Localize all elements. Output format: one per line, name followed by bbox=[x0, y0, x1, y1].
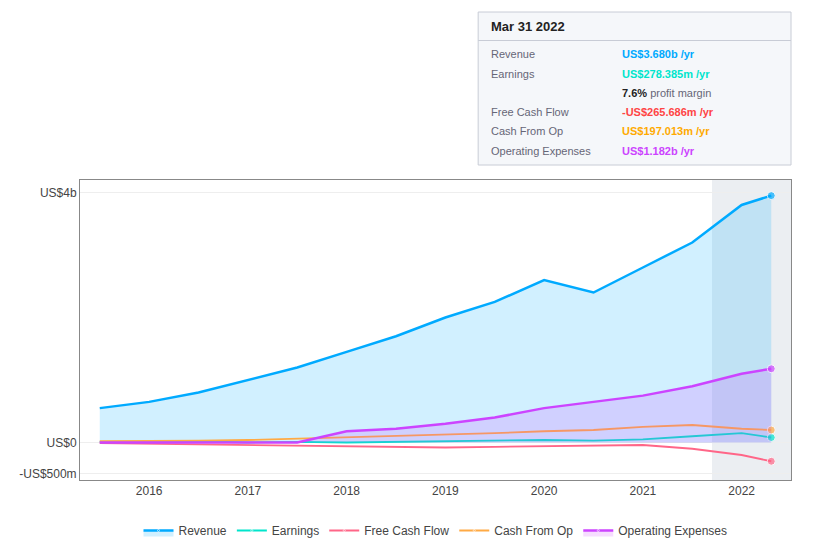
svg-text:-US$500m: -US$500m bbox=[19, 467, 76, 481]
svg-text:2019: 2019 bbox=[432, 484, 459, 498]
svg-text:7.6% profit margin: 7.6% profit margin bbox=[622, 87, 711, 99]
svg-text:US$0: US$0 bbox=[47, 436, 77, 450]
svg-text:US$1.182b /yr: US$1.182b /yr bbox=[622, 145, 695, 157]
svg-text:Free Cash Flow: Free Cash Flow bbox=[491, 106, 569, 118]
svg-text:2021: 2021 bbox=[630, 484, 657, 498]
svg-text:Operating Expenses: Operating Expenses bbox=[491, 145, 591, 157]
svg-text:Revenue: Revenue bbox=[179, 524, 227, 538]
svg-text:Earnings: Earnings bbox=[491, 68, 535, 80]
svg-text:2016: 2016 bbox=[136, 484, 163, 498]
svg-text:Operating Expenses: Operating Expenses bbox=[618, 524, 727, 538]
svg-text:Cash From Op: Cash From Op bbox=[491, 125, 563, 137]
svg-text:US$278.385m /yr: US$278.385m /yr bbox=[622, 68, 710, 80]
svg-text:2017: 2017 bbox=[235, 484, 262, 498]
svg-text:Revenue: Revenue bbox=[491, 48, 535, 60]
svg-text:2022: 2022 bbox=[728, 484, 755, 498]
svg-text:Cash From Op: Cash From Op bbox=[494, 524, 573, 538]
svg-text:-US$265.686m /yr: -US$265.686m /yr bbox=[622, 106, 714, 118]
svg-text:Free Cash Flow: Free Cash Flow bbox=[364, 524, 449, 538]
svg-text:2020: 2020 bbox=[531, 484, 558, 498]
svg-text:Mar 31 2022: Mar 31 2022 bbox=[491, 19, 565, 34]
svg-text:US$3.680b /yr: US$3.680b /yr bbox=[622, 48, 695, 60]
svg-text:Earnings: Earnings bbox=[272, 524, 319, 538]
svg-text:2018: 2018 bbox=[333, 484, 360, 498]
svg-text:US$197.013m /yr: US$197.013m /yr bbox=[622, 125, 710, 137]
svg-text:US$4b: US$4b bbox=[40, 186, 77, 200]
